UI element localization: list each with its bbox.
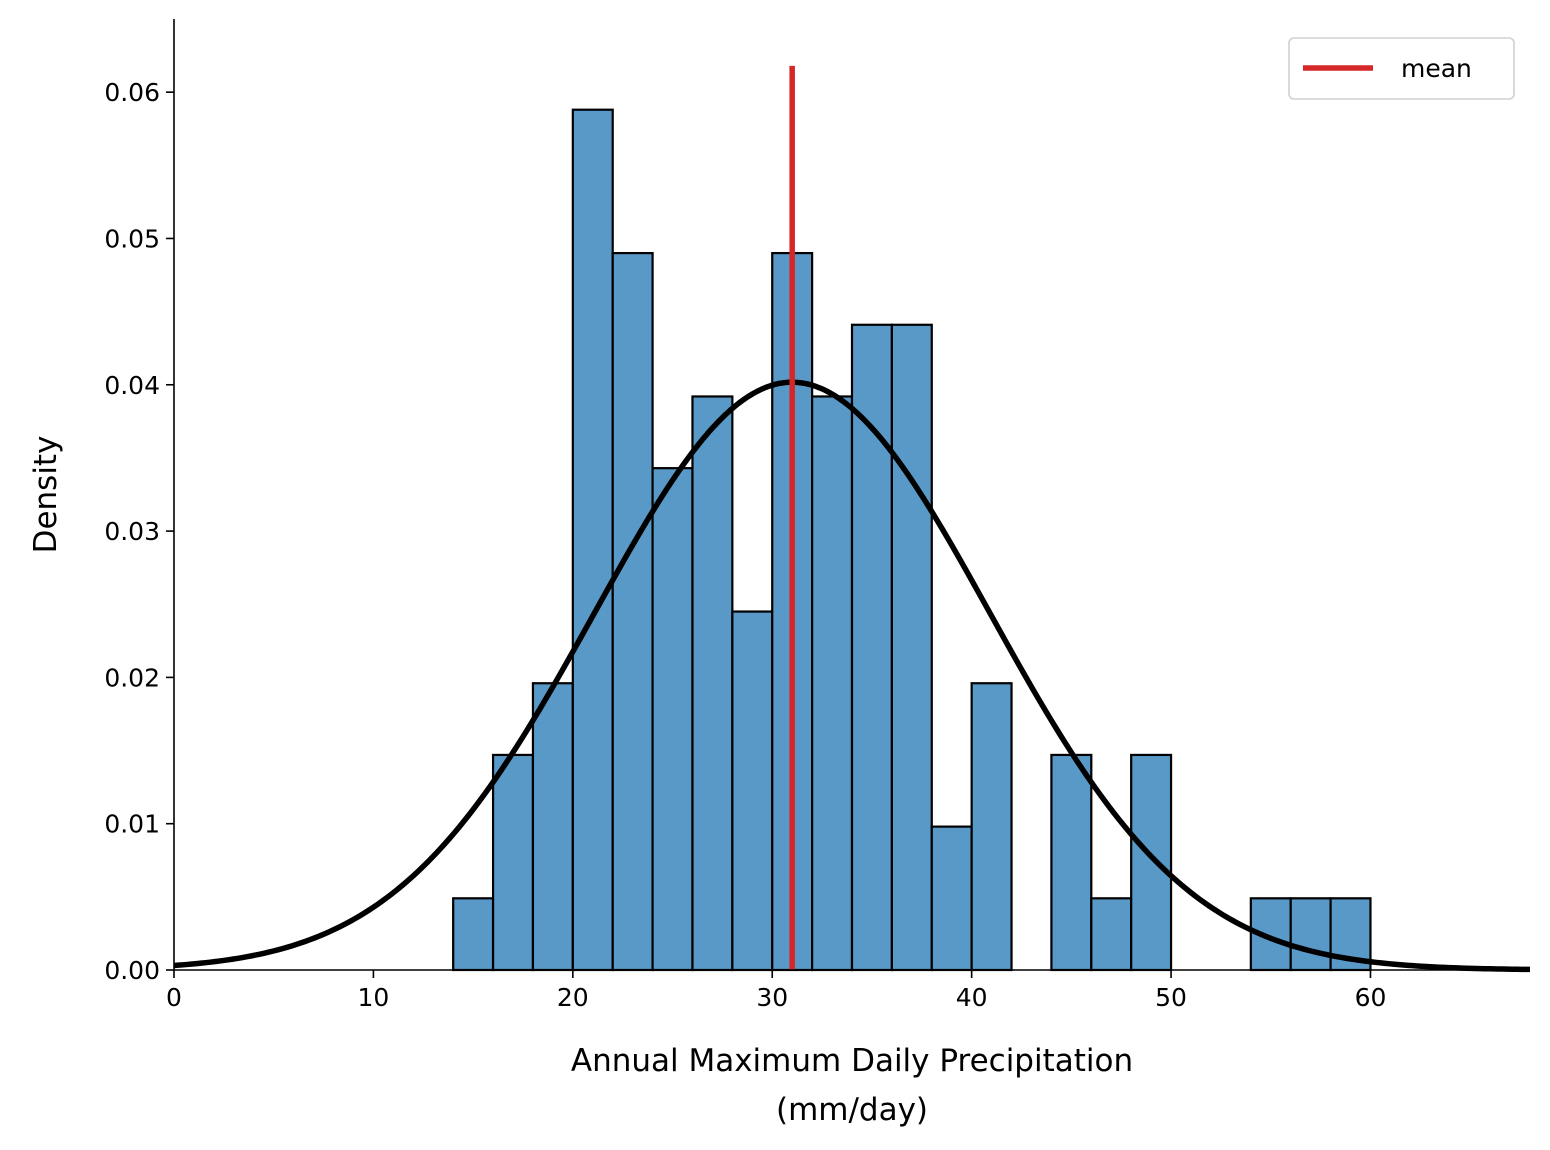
legend: mean — [1288, 37, 1515, 100]
y-axis-title: Density — [28, 436, 64, 554]
histogram-bar — [731, 610, 774, 972]
normal-fit-curve — [173, 379, 1531, 973]
x-tick-label: 20 — [557, 983, 589, 1012]
y-tick-label: 0.02 — [104, 663, 160, 692]
histogram-bar — [930, 825, 973, 972]
x-axis-title-line1: Annual Maximum Daily Precipitation — [571, 1043, 1133, 1079]
x-tick-label: 0 — [166, 983, 182, 1012]
histogram-bar — [611, 251, 654, 972]
x-axis-title-line2: (mm/day) — [776, 1092, 928, 1128]
y-tick-label: 0.01 — [104, 810, 160, 839]
histogram-bar — [491, 753, 535, 972]
y-tick-label: 0.03 — [104, 517, 160, 546]
x-ticks: 0 10 20 30 40 50 60 — [166, 970, 1386, 1012]
histogram-bar — [1289, 897, 1332, 972]
histogram-bar — [1050, 753, 1093, 972]
x-tick-label: 40 — [956, 983, 988, 1012]
y-ticks: 0.00 0.01 0.02 0.03 0.04 0.05 0.06 — [104, 78, 174, 985]
histogram-bars — [452, 108, 1372, 972]
histogram-bar — [691, 395, 734, 972]
x-tick-label: 10 — [358, 983, 390, 1012]
x-tick-label: 50 — [1155, 983, 1187, 1012]
histogram-bar — [811, 395, 854, 972]
histogram-bar — [531, 682, 574, 972]
x-tick-label: 30 — [756, 983, 788, 1012]
histogram-bar — [850, 323, 893, 972]
legend-box — [1288, 37, 1515, 100]
histogram-bar — [1090, 897, 1133, 972]
histogram-bar — [571, 108, 614, 972]
histogram-bar — [970, 682, 1013, 972]
histogram-bar — [1130, 753, 1173, 972]
y-tick-label: 0.04 — [104, 371, 160, 400]
y-tick-label: 0.00 — [104, 956, 160, 985]
histogram-bar — [890, 323, 933, 972]
histogram-bar — [452, 897, 495, 972]
histogram-bar — [651, 467, 694, 972]
y-tick-label: 0.06 — [104, 78, 160, 107]
legend-mean-label: mean — [1401, 54, 1472, 83]
axes: 0 10 20 30 40 50 60 0.000.010.020.030.040.050.… — [104, 19, 1530, 1012]
x-tick-label: 60 — [1355, 983, 1387, 1012]
y-tick-label: 0.05 — [104, 224, 160, 253]
